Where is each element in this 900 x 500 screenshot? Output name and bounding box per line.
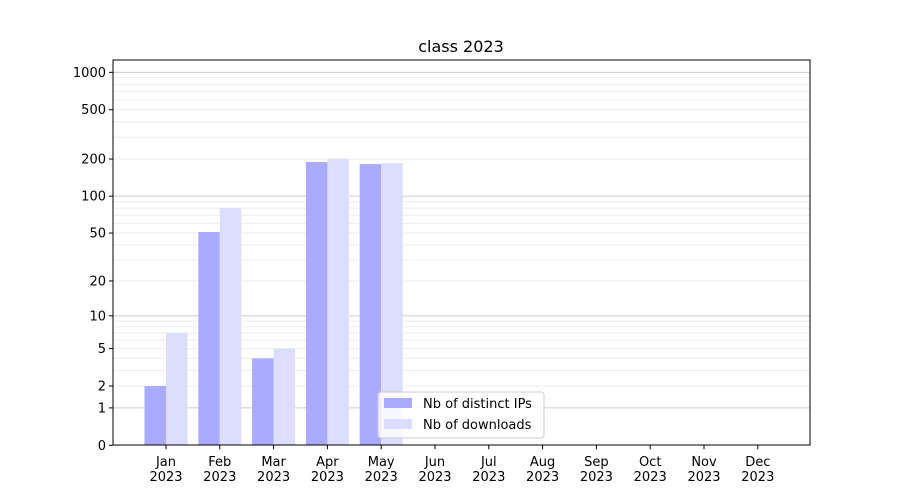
bar-nb-of-downloads xyxy=(166,333,188,446)
legend-label: Nb of distinct IPs xyxy=(423,397,532,412)
legend-swatch xyxy=(384,419,412,429)
bar-nb-of-downloads xyxy=(273,348,296,446)
x-tick-label: Jan xyxy=(155,455,176,470)
bar-nb-of-distinct-ips xyxy=(198,232,220,446)
y-tick-label: 10 xyxy=(89,309,106,324)
y-tick-label: 1 xyxy=(98,401,106,416)
y-tick-label: 2 xyxy=(98,379,106,394)
bar-nb-of-distinct-ips xyxy=(305,162,328,446)
bar-nb-of-distinct-ips xyxy=(359,164,382,446)
y-tick-label: 50 xyxy=(89,227,106,242)
x-tick-label: 2023 xyxy=(311,470,344,485)
y-tick-label: 100 xyxy=(81,190,106,205)
plot-frame xyxy=(112,59,811,446)
x-tick-label: 2023 xyxy=(526,470,559,485)
y-tick-label: 5 xyxy=(98,342,106,357)
bar-nb-of-downloads xyxy=(327,159,349,446)
legend-swatch xyxy=(384,398,412,408)
x-tick-label: Jul xyxy=(480,455,497,470)
y-tick-label: 500 xyxy=(81,103,106,118)
y-tick-label: 20 xyxy=(89,274,106,289)
x-tick-label: Dec xyxy=(745,455,770,470)
x-tick-label: Sep xyxy=(584,455,609,470)
bar-nb-of-distinct-ips xyxy=(252,358,274,446)
x-tick-label: Nov xyxy=(691,455,717,470)
legend: Nb of distinct IPs Nb of downloads xyxy=(377,391,545,439)
x-tick-label: 2023 xyxy=(257,470,290,485)
x-tick-label: Aug xyxy=(530,455,555,470)
x-tick-label: 2023 xyxy=(365,470,398,485)
x-tick-label: May xyxy=(368,455,395,470)
x-tick-label: 2023 xyxy=(634,470,667,485)
bar-nb-of-downloads xyxy=(381,163,403,446)
bar-nb-of-distinct-ips xyxy=(144,385,166,446)
y-tick-label: 200 xyxy=(81,153,106,168)
x-tick-label: Jun xyxy=(424,455,445,470)
legend-label: Nb of downloads xyxy=(423,418,532,433)
x-tick-label: 2023 xyxy=(418,470,451,485)
bar-nb-of-downloads xyxy=(219,208,242,446)
x-tick-label: 2023 xyxy=(580,470,613,485)
x-tick-label: Oct xyxy=(639,455,661,470)
chart-title: class 2023 xyxy=(418,37,504,56)
x-tick-label: 2023 xyxy=(687,470,720,485)
x-tick-label: Mar xyxy=(261,455,286,470)
legend-box xyxy=(377,391,545,439)
y-tick-label: 0 xyxy=(98,439,106,454)
x-tick-label: 2023 xyxy=(741,470,774,485)
x-tick-label: 2023 xyxy=(149,470,182,485)
x-tick-label: Apr xyxy=(316,455,339,470)
x-tick-label: 2023 xyxy=(472,470,505,485)
x-tick-label: 2023 xyxy=(203,470,236,485)
x-tick-label: Feb xyxy=(208,455,231,470)
y-tick-label: 1000 xyxy=(73,66,106,81)
